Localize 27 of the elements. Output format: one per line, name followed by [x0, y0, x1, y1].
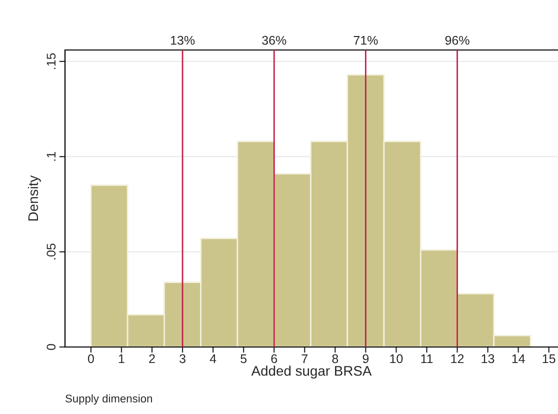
x-tick-label: 14 [512, 354, 525, 364]
x-tick-label: 4 [210, 354, 216, 364]
x-tick-label: 3 [180, 354, 186, 364]
x-tick-label: 7 [302, 354, 308, 364]
y-tick-label: .15 [46, 53, 56, 69]
x-tick-label: 1 [118, 354, 124, 364]
x-tick-label: 8 [332, 354, 338, 364]
text: Supply dimension [66, 394, 152, 405]
x-axis-title: Added sugar BRSA [251, 366, 372, 379]
annotation: 13% [170, 36, 195, 45]
y-axis-title: Density [28, 175, 41, 221]
annotation: 71% [354, 36, 378, 45]
x-tick-label: 5 [240, 354, 247, 364]
y-tick-label: .1 [46, 152, 56, 161]
y-tick-label: .05 [46, 244, 56, 260]
x-tick-label: 15 [542, 354, 556, 364]
x-tick-label: 0 [88, 354, 94, 364]
x-tick-label: 6 [271, 354, 278, 364]
x-tick-label: 12 [451, 354, 464, 364]
x-tick-label: 9 [362, 354, 369, 364]
y-tick-label: 0 [46, 344, 56, 350]
annotation: 96% [445, 36, 470, 45]
x-tick-label: 10 [390, 354, 403, 364]
annotation: 36% [262, 36, 286, 45]
x-tick-label: 2 [149, 354, 155, 364]
x-tick-label: 13 [482, 354, 494, 364]
x-tick-label: 11 [421, 354, 433, 364]
